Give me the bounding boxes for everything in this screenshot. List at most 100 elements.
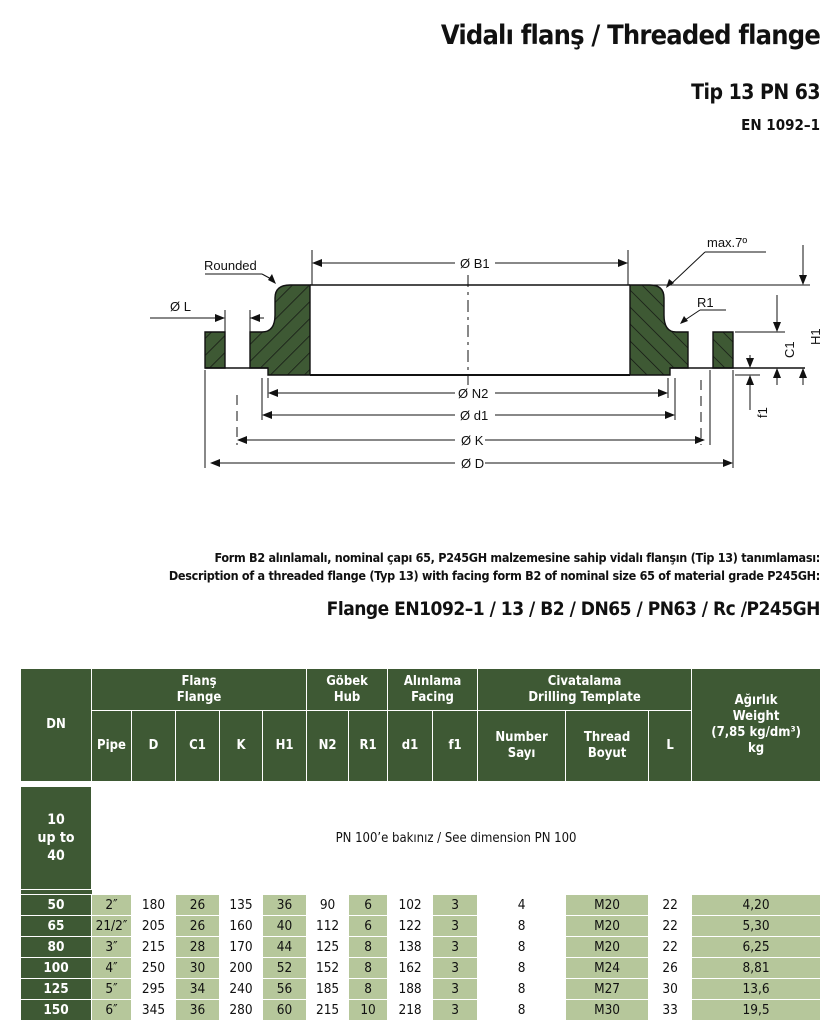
header-dn: DN bbox=[20, 668, 92, 782]
cell-number: 8 bbox=[477, 999, 567, 1021]
cell-L: 22 bbox=[648, 894, 693, 916]
cell-D: 345 bbox=[131, 999, 176, 1021]
description: Form B2 alınlamalı, nominal çapı 65, P24… bbox=[169, 549, 820, 585]
header-f1: f1 bbox=[432, 710, 479, 782]
cell-K: 135 bbox=[219, 894, 263, 916]
label-D: Ø D bbox=[461, 456, 484, 471]
cell-L: 22 bbox=[648, 936, 693, 958]
cell-thread: M30 bbox=[565, 999, 650, 1021]
description-en: Description of a threaded flange (Typ 13… bbox=[168, 568, 820, 583]
cell-pipe: 5″ bbox=[91, 978, 132, 1000]
cell-dn: 50 bbox=[20, 894, 92, 916]
cell-H1: 60 bbox=[261, 999, 308, 1021]
header-pipe: Pipe bbox=[91, 710, 132, 782]
label-max-angle: max.7º bbox=[707, 235, 747, 250]
reference-row: 10 up to 40 PN 100’e bakınız / See dimensi… bbox=[20, 786, 822, 890]
reference-message: PN 100’e bakınız / See dimension PN 100 bbox=[90, 786, 822, 890]
header-d1: d1 bbox=[387, 710, 434, 782]
designation: Flange EN1092–1 / 13 / B2 / DN65 / PN63 … bbox=[326, 598, 821, 620]
table-row: 50 2″ 180 26 135 36 90 6 102 3 4 M20 22 4,20 bbox=[20, 894, 822, 916]
cell-K: 200 bbox=[219, 957, 263, 979]
cell-dn: 65 bbox=[20, 915, 92, 937]
cell-R1: 10 bbox=[348, 999, 389, 1021]
flange-drawing: Rounded max.7º Ø L Ø B1 R1 Ø N2 Ø d1 Ø K… bbox=[150, 235, 823, 471]
cell-pipe: 3″ bbox=[91, 936, 132, 958]
label-f1: f1 bbox=[755, 407, 770, 418]
header-weight: Ağırlık Weight (7,85 kg/dm³) kg bbox=[691, 668, 822, 782]
cell-d1: 218 bbox=[387, 999, 434, 1021]
cell-R1: 6 bbox=[348, 915, 389, 937]
table-row: 80 3″ 215 28 170 44 125 8 138 3 8 M20 22 6,25 bbox=[20, 936, 822, 958]
cell-N2: 215 bbox=[306, 999, 350, 1021]
label-B1: Ø B1 bbox=[460, 256, 490, 271]
cell-f1: 3 bbox=[432, 915, 479, 937]
header-N2: N2 bbox=[306, 710, 350, 782]
cell-C1: 26 bbox=[175, 915, 220, 937]
cell-pipe: 4″ bbox=[91, 957, 132, 979]
cell-d1: 138 bbox=[387, 936, 434, 958]
reference-dn: 10 up to 40 bbox=[20, 786, 92, 890]
cell-D: 215 bbox=[131, 936, 176, 958]
group-hub: Göbek Hub bbox=[306, 668, 389, 711]
cell-weight: 13,6 bbox=[691, 978, 822, 1000]
cell-K: 280 bbox=[219, 999, 263, 1021]
cell-C1: 36 bbox=[175, 999, 220, 1021]
cell-D: 180 bbox=[131, 894, 176, 916]
cell-f1: 3 bbox=[432, 894, 479, 916]
cell-R1: 8 bbox=[348, 957, 389, 979]
cell-d1: 102 bbox=[387, 894, 434, 916]
cell-L: 26 bbox=[648, 957, 693, 979]
cell-L: 30 bbox=[648, 978, 693, 1000]
cell-weight: 5,30 bbox=[691, 915, 822, 937]
cell-H1: 56 bbox=[261, 978, 308, 1000]
label-d1: Ø d1 bbox=[460, 408, 488, 423]
cell-D: 295 bbox=[131, 978, 176, 1000]
cell-d1: 122 bbox=[387, 915, 434, 937]
header-R1: R1 bbox=[348, 710, 389, 782]
left-section bbox=[204, 331, 226, 369]
cell-K: 160 bbox=[219, 915, 263, 937]
cell-K: 170 bbox=[219, 936, 263, 958]
cell-H1: 44 bbox=[261, 936, 308, 958]
flange-type: Tip 13 PN 63 bbox=[691, 80, 820, 104]
cell-D: 205 bbox=[131, 915, 176, 937]
header-H1: H1 bbox=[261, 710, 308, 782]
cell-H1: 52 bbox=[261, 957, 308, 979]
cell-f1: 3 bbox=[432, 999, 479, 1021]
cell-number: 8 bbox=[477, 936, 567, 958]
cell-N2: 125 bbox=[306, 936, 350, 958]
standard: EN 1092–1 bbox=[741, 116, 820, 134]
table-row: 100 4″ 250 30 200 52 152 8 162 3 8 M24 26 8,81 bbox=[20, 957, 822, 979]
cell-C1: 34 bbox=[175, 978, 220, 1000]
header-L: L bbox=[648, 710, 693, 782]
header-K: K bbox=[219, 710, 263, 782]
table-row: 125 5″ 295 34 240 56 185 8 188 3 8 M27 30 13,6 bbox=[20, 978, 822, 1000]
cell-dn: 80 bbox=[20, 936, 92, 958]
label-R1: R1 bbox=[697, 295, 714, 310]
cell-weight: 8,81 bbox=[691, 957, 822, 979]
table-row: 65 21/2″ 205 26 160 40 112 6 122 3 8 M20 22 5,30 bbox=[20, 915, 822, 937]
description-tr: Form B2 alınlamalı, nominal çapı 65, P24… bbox=[214, 550, 820, 565]
right-section bbox=[712, 331, 734, 369]
header-thread: Thread Boyut bbox=[565, 710, 650, 782]
group-drilling: Civatalama Drilling Template bbox=[477, 668, 693, 711]
group-flange: Flanş Flange bbox=[90, 668, 308, 711]
cell-number: 4 bbox=[477, 894, 567, 916]
cell-number: 8 bbox=[477, 978, 567, 1000]
cell-R1: 8 bbox=[348, 978, 389, 1000]
cell-d1: 188 bbox=[387, 978, 434, 1000]
cell-C1: 26 bbox=[175, 894, 220, 916]
cell-pipe: 6″ bbox=[91, 999, 132, 1021]
group-facing: Alınlama Facing bbox=[387, 668, 479, 711]
cell-thread: M24 bbox=[565, 957, 650, 979]
cell-H1: 40 bbox=[261, 915, 308, 937]
cell-N2: 152 bbox=[306, 957, 350, 979]
cell-pipe: 2″ bbox=[91, 894, 132, 916]
label-C1: C1 bbox=[782, 341, 797, 358]
cell-d1: 162 bbox=[387, 957, 434, 979]
cell-weight: 6,25 bbox=[691, 936, 822, 958]
cell-N2: 112 bbox=[306, 915, 350, 937]
cell-thread: M20 bbox=[565, 894, 650, 916]
page-title: Vidalı flanş / Threaded flange bbox=[440, 20, 821, 51]
cell-K: 240 bbox=[219, 978, 263, 1000]
